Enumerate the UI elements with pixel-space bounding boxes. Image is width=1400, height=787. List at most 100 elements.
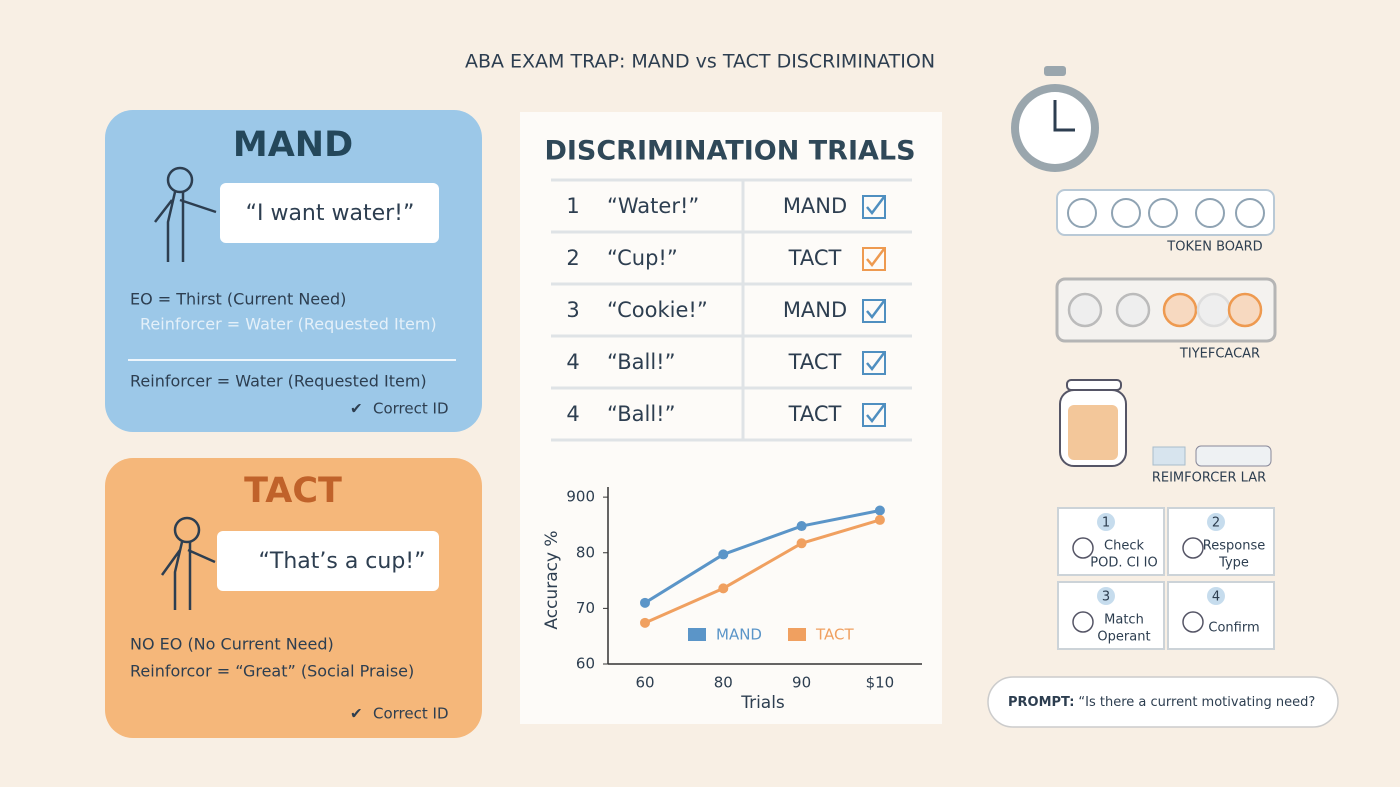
trial-word: “Ball!”: [607, 402, 675, 426]
step-label: Check: [1104, 539, 1144, 554]
trial-number: 4: [566, 350, 579, 374]
y-tick-label: 60: [576, 655, 595, 673]
trial-number: 2: [566, 246, 579, 270]
trial-word: “Cookie!”: [607, 298, 708, 322]
data-point: [874, 505, 885, 516]
step-label: Confirm: [1208, 621, 1259, 636]
trial-type: TACT: [788, 246, 842, 270]
step-badge: [1207, 587, 1225, 605]
checkmark: [866, 352, 885, 372]
checkbox: [862, 247, 886, 271]
step-label: Response: [1203, 539, 1265, 554]
speech-bubble: [220, 183, 439, 243]
prompt-pill: [987, 676, 1339, 728]
series-line: [644, 518, 881, 625]
checkmark: [866, 404, 885, 424]
data-point: [874, 514, 885, 525]
step-icon: [1072, 611, 1094, 633]
trial-type: TACT: [788, 402, 842, 426]
step-badge: [1207, 513, 1225, 531]
y-tick-label: 70: [576, 599, 595, 617]
step-badge: [1097, 513, 1115, 531]
trial-type: MAND: [783, 194, 847, 218]
badge: Correct ID: [373, 705, 449, 723]
icon: [1195, 445, 1272, 467]
y-tick-label: 80: [576, 543, 595, 561]
y-axis-label: Accuracy %: [542, 530, 562, 629]
step-label: Match: [1104, 613, 1144, 628]
step-sub: Operant: [1097, 630, 1150, 645]
checkbox: [862, 403, 886, 427]
badge: Correct ID: [373, 400, 449, 418]
icon: [1152, 446, 1186, 466]
legend-label: MAND: [716, 626, 762, 644]
y-tick-label: 900: [566, 488, 595, 506]
checkbox: [862, 299, 886, 323]
step-sub: Type: [1218, 556, 1249, 571]
step-icon: [1182, 611, 1204, 633]
label: TIYEFCACAR: [1179, 347, 1260, 362]
step-number: 2: [1212, 516, 1220, 531]
speech: “That’s a cup!”: [258, 549, 425, 574]
trial-number: 4: [566, 402, 579, 426]
figure: [154, 166, 217, 262]
data-point: [718, 549, 729, 560]
check-icon: ✔: [350, 705, 363, 723]
x-tick-label: 80: [714, 674, 733, 692]
bullet: EO = Thirst (Current Need): [130, 290, 346, 309]
speech-bubble: [217, 531, 439, 591]
mand-title: MAND: [233, 125, 353, 165]
check-icon: ✔: [350, 400, 363, 418]
token-board: [1056, 189, 1275, 236]
speech: “I want water!”: [246, 201, 415, 226]
series-line: [644, 509, 881, 605]
step-icon: [1182, 537, 1204, 559]
x-tick-label: $10: [866, 674, 895, 692]
data-point: [640, 597, 650, 608]
x-axis-label: Trials: [740, 693, 785, 713]
step-sub: POD. CI IO: [1090, 556, 1157, 571]
figure: [160, 516, 216, 610]
label: TOKEN BOARD: [1166, 240, 1262, 255]
step-icon: [1072, 537, 1094, 559]
bullet: NO EO (No Current Need): [130, 635, 334, 654]
trial-word: “Ball!”: [607, 350, 675, 374]
label: REIMFORCER LAR: [1152, 471, 1266, 486]
data-point: [796, 538, 807, 549]
step-badge: [1097, 587, 1115, 605]
tact-title: TACT: [244, 471, 342, 511]
data-point: [718, 583, 729, 594]
checkmark: [866, 248, 885, 268]
bullet: Reinforcer = Water (Requested Item): [140, 315, 437, 334]
bullet: Reinforcor = “Great” (Social Praise): [130, 662, 414, 681]
page-title: ABA EXAM TRAP: MAND vs TACT DISCRIMINATI…: [465, 51, 935, 73]
trial-word: “Cup!”: [607, 246, 678, 270]
bullet: Reinforcer = Water (Requested Item): [130, 372, 427, 391]
step-number: 4: [1212, 590, 1220, 605]
trial-type: TACT: [788, 350, 842, 374]
legend-swatch: [688, 628, 706, 641]
x-tick-label: 60: [635, 674, 654, 692]
checkmark: [866, 300, 885, 320]
step-number: 3: [1102, 590, 1110, 605]
checkbox: [862, 195, 886, 219]
x-tick-label: 90: [792, 674, 811, 692]
data-point: [640, 617, 650, 628]
trial-number: 3: [566, 298, 579, 322]
tokens: [1067, 292, 1263, 328]
legend-swatch: [788, 628, 806, 641]
trial-number: 1: [566, 194, 579, 218]
prompt-label: PROMPT:: [1008, 695, 1074, 710]
checkmark: [866, 196, 885, 216]
checkbox: [862, 351, 886, 375]
data-point: [796, 521, 807, 532]
legend-label: TACT: [815, 626, 854, 644]
prompt-text: PROMPT: “Is there a current motivating ne…: [1008, 695, 1315, 710]
tokens: [1067, 198, 1265, 228]
jar: [1059, 379, 1127, 467]
prompt: “Is there a current motivating need?: [1078, 695, 1315, 710]
step-number: 1: [1102, 516, 1110, 531]
trial-type: MAND: [783, 298, 847, 322]
table-title: DISCRIMINATION TRIALS: [544, 136, 915, 167]
